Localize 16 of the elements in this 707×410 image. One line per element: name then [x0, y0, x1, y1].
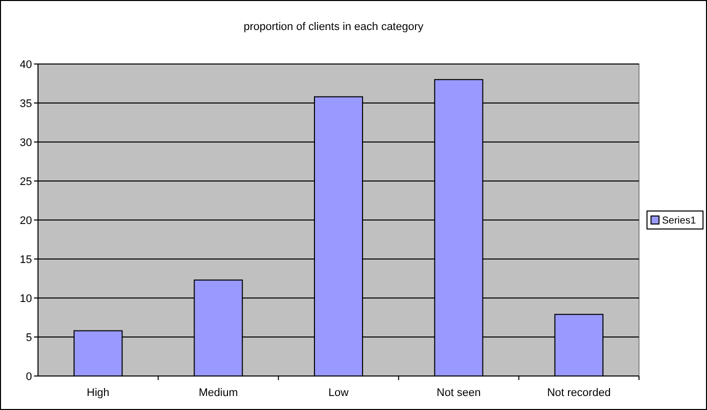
- x-tick-label: Medium: [198, 387, 238, 399]
- legend-label: Series1: [662, 216, 696, 226]
- chart-title: proportion of clients in each category: [244, 21, 424, 33]
- y-tick-label: 10: [20, 292, 32, 305]
- y-tick-label: 5: [26, 332, 32, 344]
- y-tick-label: 15: [20, 254, 32, 266]
- y-tick-label: 30: [20, 136, 32, 149]
- x-tick-label: Low: [328, 387, 349, 399]
- y-tick-label: 25: [20, 176, 32, 188]
- y-tick-label: 20: [20, 214, 32, 227]
- x-tick-label: Not recorded: [547, 387, 611, 399]
- y-tick-label: 35: [20, 98, 32, 110]
- x-tick-label: High: [86, 387, 110, 399]
- y-tick-label: 0: [26, 370, 32, 383]
- y-tick-label: 40: [20, 58, 32, 71]
- x-tick-label: Not seen: [436, 387, 481, 399]
